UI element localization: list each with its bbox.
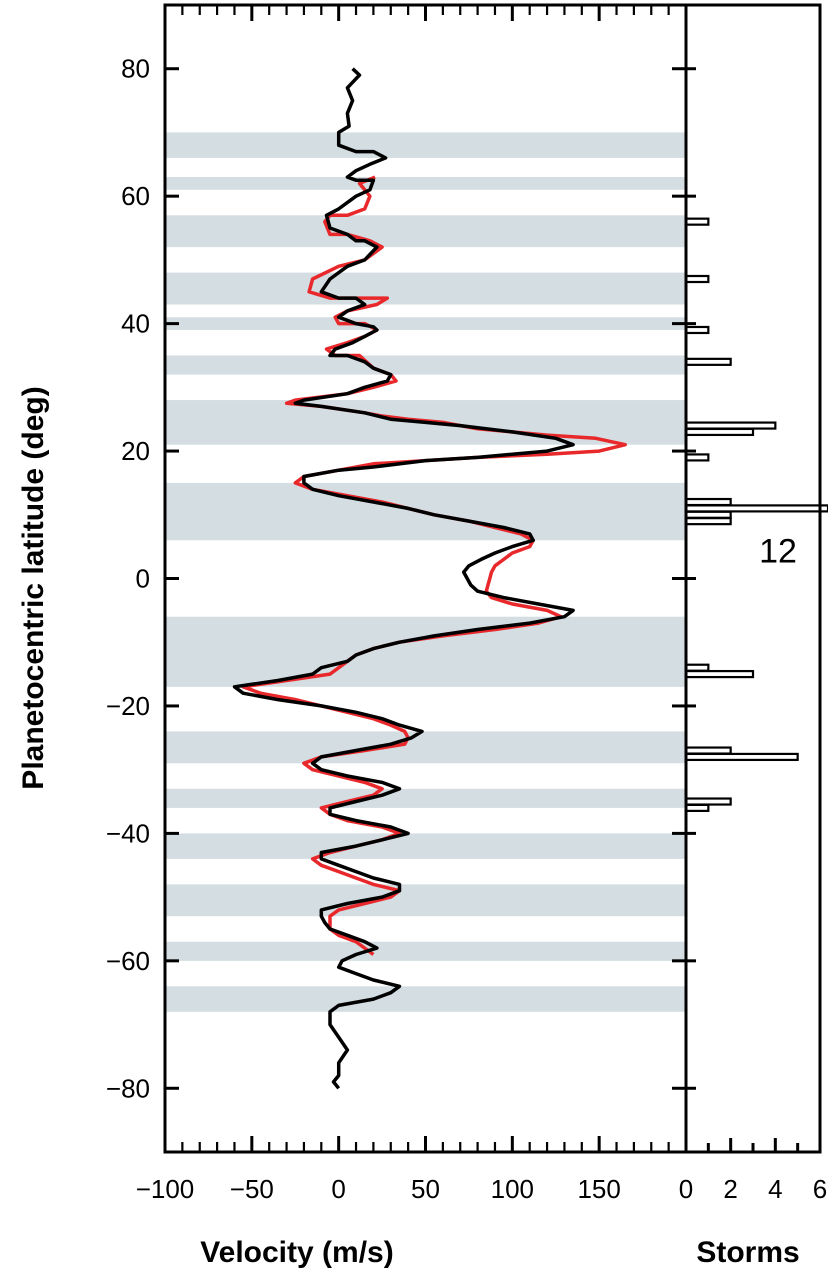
- x-tick-label: −100: [136, 1174, 195, 1204]
- storm-bar: [684, 427, 755, 437]
- storms-plot-frame: [684, 3, 822, 1154]
- shaded-band: [165, 215, 686, 248]
- storm-bar: [684, 421, 777, 430]
- storms-tick-label: 4: [768, 1174, 782, 1204]
- storm-overflow-label: 12: [759, 533, 797, 571]
- shaded-band: [165, 616, 686, 687]
- storm-bar: [684, 746, 732, 755]
- y-tick-label: −20: [106, 691, 150, 721]
- shaded-band: [165, 132, 686, 158]
- y-tick-label: 80: [121, 54, 150, 84]
- storm-bar: [684, 497, 732, 507]
- storm-bar: [684, 510, 732, 519]
- storm-bar: [684, 669, 755, 679]
- shaded-band: [165, 731, 686, 764]
- storm-bar: [684, 517, 732, 526]
- storm-bar: [684, 663, 710, 672]
- shaded-band: [165, 986, 686, 1012]
- storms-axis-title: Storms: [696, 1236, 800, 1269]
- storm-bar: [684, 453, 710, 462]
- y-tick-label: −60: [106, 946, 150, 976]
- x-tick-label: 50: [411, 1174, 440, 1204]
- storm-bar: [684, 803, 710, 813]
- x-tick-label: −50: [230, 1174, 274, 1204]
- storm-bar: [684, 325, 710, 335]
- storm-bar: [684, 274, 710, 284]
- shaded-band: [165, 788, 686, 808]
- shaded-band: [165, 177, 686, 190]
- y-tick-label: 60: [121, 181, 150, 211]
- y-tick-label: 40: [121, 309, 150, 339]
- y-tick-label: 20: [121, 436, 150, 466]
- axis-ticks: [163, 5, 822, 1152]
- storms-tick-label: 2: [723, 1174, 737, 1204]
- storm-bar: [684, 797, 732, 806]
- storms-tick-label: 6: [813, 1174, 827, 1204]
- x-tick-label: 100: [491, 1174, 534, 1204]
- y-tick-label: −80: [106, 1073, 150, 1103]
- y-tick-label: 0: [136, 564, 150, 594]
- shaded-band: [165, 317, 686, 330]
- shaded-bands: [165, 132, 686, 1012]
- x-tick-label: 0: [331, 1174, 345, 1204]
- storm-bar: [684, 217, 710, 226]
- shaded-band: [165, 833, 686, 859]
- shaded-band: [165, 272, 686, 305]
- shaded-band: [165, 941, 686, 961]
- storm-bar: [684, 357, 732, 366]
- storm-bar: [684, 504, 828, 513]
- y-axis-title-area: Planetocentric latitude (deg): [0, 0, 60, 1280]
- storm-bar: [684, 752, 799, 762]
- x-tick-label: 150: [577, 1174, 620, 1204]
- shaded-band: [165, 884, 686, 917]
- storm-bars: 12: [684, 217, 828, 813]
- series-line-black: [232, 67, 575, 1090]
- y-tick-label: −40: [106, 818, 150, 848]
- storms-tick-label: 0: [679, 1174, 693, 1204]
- x-axis-title: Velocity (m/s): [200, 1236, 394, 1269]
- series-line-red: [241, 175, 627, 956]
- velocity-profiles: [232, 67, 627, 1090]
- shaded-band: [165, 355, 686, 375]
- y-axis-title: Planetocentric latitude (deg): [17, 386, 50, 790]
